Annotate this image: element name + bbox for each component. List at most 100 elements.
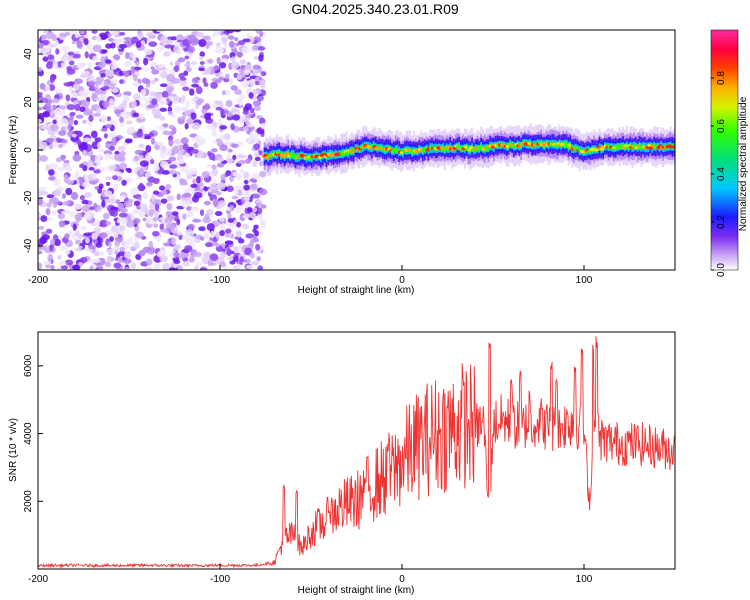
heatmap-x-tick-label: 100 (576, 275, 593, 286)
heatmap-noise-cell (72, 83, 79, 90)
heatmap-noise-cell (231, 143, 239, 148)
snr-series-line (38, 336, 675, 569)
heatmap-noise-cell (132, 100, 137, 108)
heatmap-noise-cell (153, 112, 162, 120)
heatmap-noise-cell (88, 166, 95, 171)
heatmap-noise-cell (184, 123, 189, 130)
heatmap-noise-cell (138, 182, 144, 190)
heatmap-noise-cell (145, 98, 150, 106)
heatmap-noise-cell (70, 191, 79, 200)
heatmap-noise-cell (166, 195, 175, 202)
heatmap-noise-cell (219, 144, 228, 152)
snr-y-label: SNR (10 * v/v) (8, 418, 19, 482)
heatmap-noise-cell (58, 260, 67, 266)
heatmap-noise-cell (70, 91, 79, 99)
heatmap-noise-cell (48, 169, 55, 176)
heatmap-noise-cell (109, 42, 116, 49)
heatmap-noise-cell (240, 64, 246, 70)
heatmap-noise-cell (146, 31, 155, 37)
snr-y-tick-label: 4000 (23, 422, 34, 445)
heatmap-noise-cell (221, 90, 227, 96)
heatmap-noise-cell (228, 40, 235, 48)
heatmap-noise-cell (74, 103, 81, 112)
heatmap-noise-cell (75, 114, 84, 119)
heatmap-noise-cell (38, 198, 43, 206)
heatmap-noise-cell (173, 45, 180, 54)
heatmap-noise-cell (173, 259, 181, 265)
heatmap-noise-cell (156, 235, 161, 242)
heatmap-noise-cell (190, 206, 199, 212)
heatmap-noise-cell (116, 219, 122, 224)
snr-panel: -200 -100 0 100 2000 4000 6000 Height of stra… (8, 331, 676, 596)
heatmap-noise-cell (209, 253, 219, 262)
heatmap-noise-cell (76, 130, 82, 138)
heatmap-noise-cell (132, 209, 139, 214)
heatmap-noise-cell (157, 64, 165, 69)
heatmap-noise-cell (60, 45, 70, 52)
heatmap-noise-cell (195, 86, 203, 95)
heatmap-noise-cell (39, 82, 46, 90)
heatmap-noise-cell (73, 119, 78, 126)
heatmap-noise-cell (80, 73, 89, 79)
heatmap-noise-cell (52, 98, 60, 104)
heatmap-noise-cell (52, 119, 57, 125)
heatmap-noise-cell (191, 148, 199, 154)
heatmap-noise-cell (198, 39, 207, 47)
colorbar-gradient (710, 29, 739, 271)
heatmap-noise-cell (220, 108, 225, 117)
heatmap-x-tick-label: -200 (28, 275, 48, 286)
heatmap-noise-cell (178, 144, 185, 151)
heatmap-noise-cell (250, 183, 258, 191)
heatmap-noise-cell (46, 44, 51, 53)
heatmap-noise-cell (219, 229, 225, 237)
heatmap-noise-cell (184, 245, 193, 252)
heatmap-signal-peak (672, 145, 675, 149)
heatmap-noise-cell (95, 108, 102, 115)
heatmap-noise-cell (190, 183, 198, 189)
snr-x-tick-label: 100 (576, 574, 593, 585)
heatmap-noise-cell (159, 83, 168, 88)
heatmap-noise-cell (38, 106, 43, 111)
heatmap-noise-cell (67, 51, 74, 56)
heatmap-noise-cell (185, 201, 191, 206)
heatmap-noise-cell (253, 55, 259, 60)
heatmap-noise-cell (219, 261, 227, 268)
heatmap-noise-cell (81, 204, 90, 213)
heatmap-noise-cell (60, 154, 66, 161)
heatmap-noise-cell (105, 181, 111, 186)
heatmap-noise-cell (226, 116, 234, 121)
heatmap-noise-cell (135, 60, 140, 67)
heatmap-noise-cell (252, 44, 259, 51)
snr-y-tick-label: 2000 (23, 490, 34, 513)
heatmap-noise-cell (184, 109, 191, 116)
heatmap-noise-cell (105, 59, 112, 64)
heatmap-noise-cell (117, 202, 124, 209)
heatmap-noise-cell (255, 243, 261, 251)
heatmap-noise-cell (211, 168, 218, 177)
heatmap-noise-cell (162, 130, 171, 136)
heatmap-noise-cell (154, 144, 160, 151)
heatmap-noise-cell (114, 153, 123, 162)
heatmap-noise-cell (207, 188, 212, 193)
snr-x-tick-label: 0 (399, 574, 405, 585)
colorbar-tick-label: 0.4 (716, 167, 727, 181)
heatmap-noise-cell (113, 232, 119, 239)
heatmap-noise-cell (55, 157, 62, 163)
heatmap-noise-cell (218, 62, 227, 69)
heatmap-noise-cell (137, 30, 142, 35)
heatmap-noise-cell (132, 93, 141, 101)
heatmap-noise-cell (248, 92, 254, 99)
heatmap-noise-cell (168, 88, 173, 96)
heatmap-noise-cell (90, 130, 98, 139)
heatmap-noise-cell (38, 67, 43, 72)
heatmap-noise-cell (108, 37, 114, 42)
heatmap-noise-cell (130, 187, 140, 195)
heatmap-noise-cell (153, 209, 158, 216)
heatmap-noise-cell (190, 112, 197, 120)
heatmap-noise-cell (58, 143, 63, 149)
heatmap-noise-cell (83, 110, 93, 116)
heatmap-signal-peak (345, 151, 350, 155)
heatmap-noise-cell (197, 150, 205, 159)
